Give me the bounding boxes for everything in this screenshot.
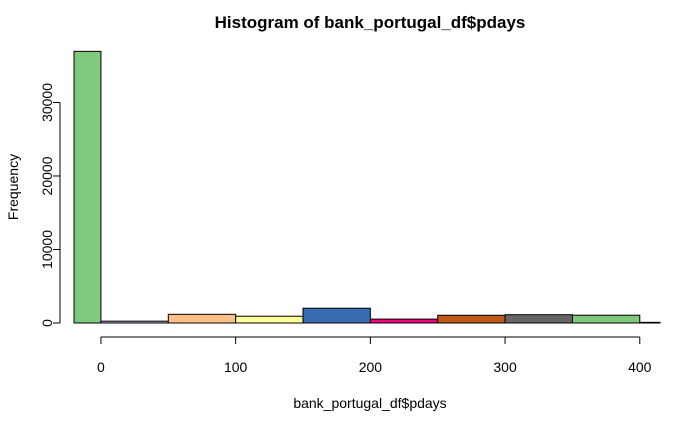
histogram-bars xyxy=(73,50,661,324)
histogram-bar-4 xyxy=(302,307,371,324)
histogram-bar-7 xyxy=(504,314,573,324)
histogram-bar-3 xyxy=(235,315,304,324)
histogram-bar-8 xyxy=(571,314,641,324)
x-axis: 0 100 200 300 400 xyxy=(97,336,652,375)
chart-title: Histogram of bank_portugal_df$pdays xyxy=(215,13,526,32)
x-tick-label: 300 xyxy=(493,359,517,375)
x-tick-label: 400 xyxy=(628,359,652,375)
y-axis-label: Frequency xyxy=(5,154,21,220)
y-tick-label: 30000 xyxy=(39,83,55,122)
x-tick-label: 200 xyxy=(359,359,383,375)
histogram-bar-2 xyxy=(167,313,237,324)
histogram-bar-1 xyxy=(100,320,169,324)
y-tick-label: 20000 xyxy=(39,156,55,195)
x-tick-label: 100 xyxy=(224,359,248,375)
histogram-bar-9 xyxy=(639,321,661,324)
histogram-bar-0 xyxy=(73,50,102,324)
y-tick-label: 0 xyxy=(39,319,55,327)
x-axis-label: bank_portugal_df$pdays xyxy=(293,395,446,411)
y-tick-label: 10000 xyxy=(39,230,55,269)
y-axis: 0 10000 20000 30000 xyxy=(39,83,61,327)
x-tick-label: 0 xyxy=(97,359,105,375)
histogram-bar-6 xyxy=(437,314,506,324)
histogram-bar-5 xyxy=(369,318,439,324)
